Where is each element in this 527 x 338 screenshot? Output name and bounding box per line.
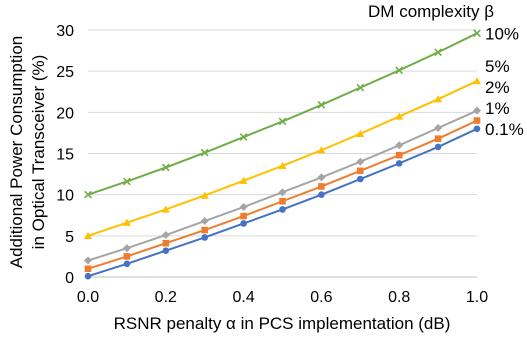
grid bbox=[88, 29, 477, 237]
x-tick-label: 1.0 bbox=[466, 289, 488, 306]
x-tick-label: 0.0 bbox=[77, 289, 99, 306]
data-point bbox=[84, 231, 92, 240]
series-10pct bbox=[84, 29, 481, 199]
data-point bbox=[356, 157, 365, 166]
data-point bbox=[278, 117, 287, 126]
data-point bbox=[278, 188, 287, 197]
data-point bbox=[161, 163, 170, 172]
data-point bbox=[434, 123, 443, 132]
series-line bbox=[87, 109, 478, 262]
data-point bbox=[201, 226, 208, 234]
data-point bbox=[240, 220, 247, 227]
data-point bbox=[434, 95, 443, 103]
data-point bbox=[434, 135, 442, 142]
data-point bbox=[84, 190, 92, 199]
data-point bbox=[84, 272, 92, 280]
data-point bbox=[200, 217, 209, 226]
series-label: 0.1% bbox=[485, 120, 524, 139]
series-5pct bbox=[84, 77, 481, 240]
data-point bbox=[318, 183, 325, 190]
data-point bbox=[122, 218, 131, 226]
series-2pct bbox=[84, 106, 481, 265]
data-point bbox=[395, 151, 403, 159]
data-point bbox=[317, 101, 326, 109]
data-point bbox=[317, 173, 326, 182]
x-axis-title: RSNR penalty α in PCS implementation (dB… bbox=[114, 314, 451, 333]
data-point bbox=[162, 239, 170, 247]
y-tick-label: 20 bbox=[56, 105, 74, 122]
series-labels: 0.1% 1% 2% 5% 10% bbox=[485, 24, 524, 139]
data-point bbox=[123, 177, 131, 186]
series-label: 1% bbox=[485, 99, 510, 118]
data-point bbox=[279, 197, 286, 205]
data-point bbox=[395, 112, 404, 120]
series-label: 10% bbox=[485, 24, 519, 43]
x-tick-label: 0.8 bbox=[388, 289, 410, 306]
data-point bbox=[200, 148, 209, 157]
series-line bbox=[87, 32, 478, 196]
y-tick-label: 30 bbox=[56, 23, 74, 40]
data-point bbox=[161, 205, 170, 213]
y-tick-labels: 0 5 10 15 20 25 30 bbox=[56, 23, 74, 287]
legend-title: DM complexity β bbox=[368, 2, 494, 21]
data-point bbox=[201, 234, 208, 241]
series-1pct bbox=[84, 117, 481, 273]
data-point bbox=[123, 260, 131, 268]
data-point bbox=[200, 191, 209, 199]
data-point bbox=[240, 212, 247, 220]
y-tick-label: 0 bbox=[65, 270, 74, 287]
data-point bbox=[84, 256, 92, 265]
data-point bbox=[239, 176, 248, 184]
data-point bbox=[239, 203, 248, 212]
x-tick-label: 0.2 bbox=[155, 289, 177, 306]
data-point bbox=[162, 247, 170, 254]
data-point bbox=[357, 167, 364, 175]
data-point bbox=[395, 141, 404, 150]
x-tick-label: 0.6 bbox=[310, 289, 332, 306]
data-point bbox=[317, 146, 326, 154]
data-point bbox=[318, 191, 325, 198]
y-tick-label: 15 bbox=[56, 147, 74, 164]
data-point bbox=[123, 253, 131, 260]
y-tick-label: 25 bbox=[56, 64, 74, 81]
data-point bbox=[473, 117, 481, 124]
data-point bbox=[84, 265, 92, 273]
data-point bbox=[395, 66, 404, 75]
series-group bbox=[84, 29, 481, 280]
data-point bbox=[473, 106, 481, 115]
x-tick-labels: 0.0 0.2 0.4 0.6 0.8 1.0 bbox=[77, 289, 488, 306]
data-point bbox=[473, 77, 481, 85]
series-label: 5% bbox=[485, 57, 510, 76]
data-point bbox=[434, 143, 442, 151]
data-point bbox=[395, 160, 403, 167]
data-point bbox=[473, 125, 481, 133]
data-point bbox=[356, 83, 365, 92]
data-point bbox=[434, 48, 442, 57]
y-axis-title-line2: in Optical Transceiver (%) bbox=[29, 55, 48, 250]
data-point bbox=[356, 129, 365, 137]
series-label: 2% bbox=[485, 78, 510, 97]
y-axis-title-line1: Additional Power Consumption bbox=[7, 36, 26, 268]
data-point bbox=[357, 175, 364, 183]
data-point bbox=[473, 29, 481, 38]
data-point bbox=[161, 231, 170, 240]
data-point bbox=[279, 206, 286, 213]
y-tick-label: 10 bbox=[56, 188, 74, 205]
y-tick-label: 5 bbox=[65, 229, 74, 246]
data-point bbox=[122, 244, 131, 253]
x-tick-label: 0.4 bbox=[232, 289, 254, 306]
data-point bbox=[278, 161, 287, 170]
data-point bbox=[239, 133, 248, 141]
series-01pct bbox=[84, 125, 481, 280]
